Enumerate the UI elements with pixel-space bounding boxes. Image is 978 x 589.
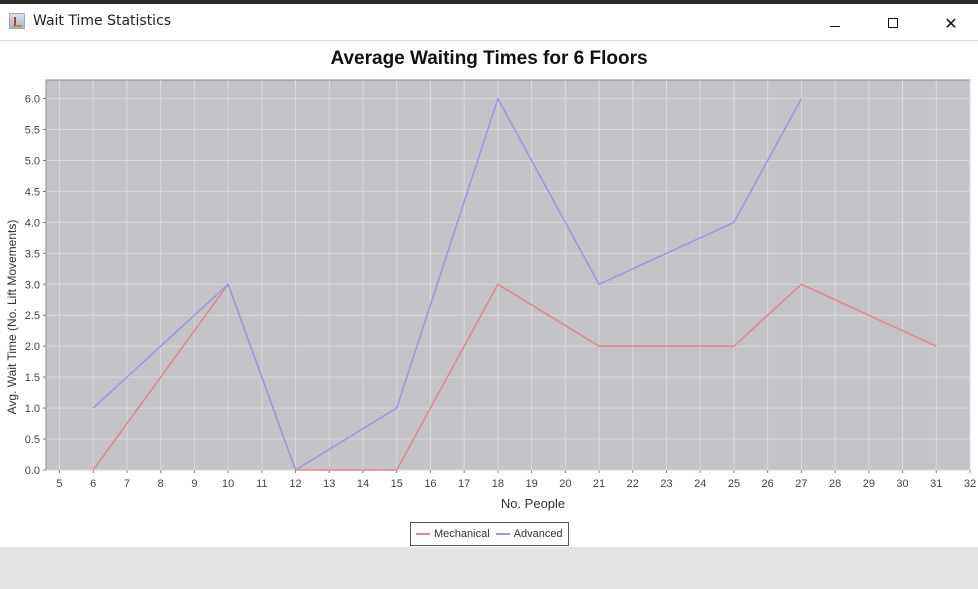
x-tick-label: 26 [762, 478, 774, 490]
x-tick-label: 28 [829, 478, 841, 490]
x-tick-label: 13 [323, 478, 335, 490]
y-tick-label: 6.0 [25, 94, 40, 106]
x-tick-label: 8 [158, 478, 164, 490]
chart-panel: Average Waiting Times for 6 Floors 5 6 7 8 9… [0, 41, 978, 547]
legend-label-mechanical: Mechanical [434, 528, 490, 540]
x-tick-label: 14 [357, 478, 369, 490]
x-tick-label: 16 [424, 478, 436, 490]
y-tick-label: 5.5 [25, 125, 40, 137]
window-title: Wait Time Statistics [33, 13, 172, 29]
x-tick-label: 10 [222, 478, 234, 490]
line-chart: 5 6 7 8 9 10 11 12 13 14 15 16 17 18 19 20 21 22 23 24 25 26 2… [5, 79, 976, 511]
close-icon: ✕ [944, 13, 958, 33]
x-tick-label: 9 [191, 478, 197, 490]
x-axis-label: No. People [501, 496, 565, 511]
y-tick-label: 2.0 [25, 341, 40, 353]
x-tick-label: 27 [795, 478, 807, 490]
y-tick-label: 3.0 [25, 279, 40, 291]
series-line-advanced [92, 97, 803, 471]
x-tick-label: 22 [627, 478, 639, 490]
legend-item-mechanical: Mechanical [416, 528, 490, 540]
java-cup-icon [9, 13, 25, 29]
maximize-icon [888, 18, 898, 28]
x-tick-label: 30 [896, 478, 908, 490]
minimize-icon [830, 25, 840, 27]
x-tick-label: 19 [525, 478, 537, 490]
x-tick-label: 11 [256, 478, 267, 490]
y-tick-label: 1.5 [25, 372, 40, 384]
x-tick-label: 17 [458, 478, 470, 490]
minimize-button[interactable] [812, 8, 858, 38]
y-tick-label: 3.5 [25, 248, 40, 260]
x-tick-label: 29 [863, 478, 875, 490]
x-tick-label: 32 [964, 478, 976, 490]
x-tick-label: 6 [90, 478, 96, 490]
x-tick-label: 31 [930, 478, 942, 490]
x-tick-label: 21 [593, 478, 605, 490]
x-tick-label: 15 [391, 478, 403, 490]
legend-swatch-mechanical [416, 533, 430, 535]
close-button[interactable]: ✕ [928, 8, 974, 38]
y-axis-label: Avg. Wait Time (No. Lift Movements) [5, 220, 19, 415]
title-bar[interactable]: Wait Time Statistics ✕ [0, 4, 978, 41]
x-tick-label: 25 [728, 478, 740, 490]
y-tick-label: 0.5 [25, 434, 40, 446]
y-tick-label: 5.0 [25, 155, 40, 167]
x-tick-label: 5 [56, 478, 62, 490]
x-tick-label: 7 [124, 478, 130, 490]
legend-label-advanced: Advanced [513, 528, 563, 540]
x-tick-label: 12 [289, 478, 301, 490]
plot-area [45, 79, 971, 471]
x-tick-label: 20 [559, 478, 571, 490]
y-tick-label: 2.5 [25, 310, 40, 322]
y-tick-label: 4.5 [25, 186, 40, 198]
legend-item-advanced: Advanced [495, 528, 563, 540]
maximize-button[interactable] [870, 8, 916, 38]
bottom-panel [0, 547, 978, 589]
y-tick-label: 4.0 [25, 217, 40, 229]
x-tick-label: 18 [492, 478, 504, 490]
legend-swatch-advanced [495, 533, 510, 535]
window-top-edge [0, 0, 978, 4]
x-tick-label: 24 [694, 478, 706, 490]
chart-legend: Mechanical Advanced [410, 522, 569, 546]
chart-title: Average Waiting Times for 6 Floors [330, 48, 648, 69]
x-tick-label: 23 [660, 478, 672, 490]
y-tick-label: 1.0 [25, 403, 40, 415]
y-tick-label: 0.0 [25, 465, 40, 477]
